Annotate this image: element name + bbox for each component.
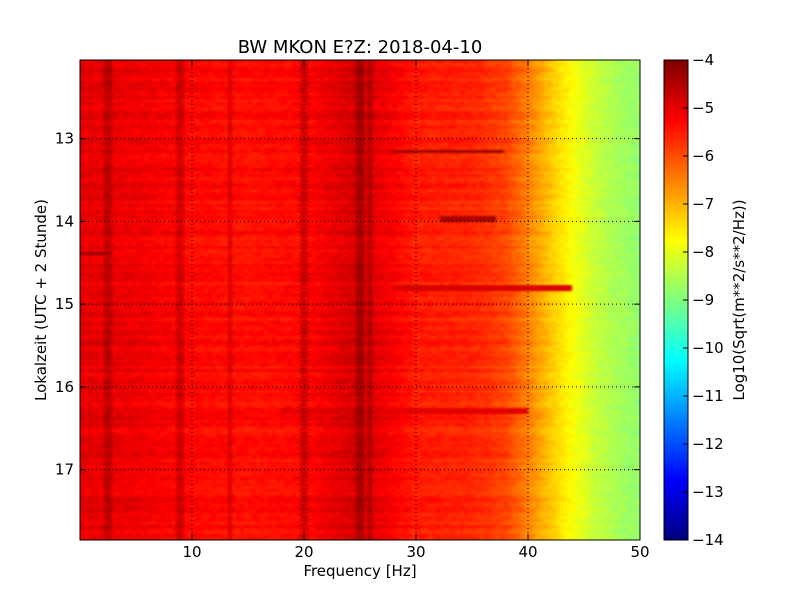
colorbar: −4 −5 −6 −7 −8 −9 −10 −11 −12 −13 −14 Log10(Sqrt(m… — [663, 51, 748, 549]
colorbar-tick-label: −10 — [692, 339, 724, 357]
colorbar-label: Log10(Sqrt(m**2/s**2/Hz)) — [730, 199, 748, 400]
x-tick-label: 20 — [294, 543, 313, 561]
y-tick-label: 15 — [55, 295, 74, 313]
colorbar-ticks: −4 −5 −6 −7 −8 −9 −10 −11 −12 −13 −14 — [683, 51, 724, 549]
chart-title: BW MKON E?Z: 2018-04-10 — [238, 37, 483, 58]
colorbar-tick-label: −6 — [692, 147, 714, 165]
colorbar-tick-label: −13 — [692, 483, 724, 501]
colorbar-tick-label: −14 — [692, 531, 724, 549]
y-tick-label: 14 — [55, 212, 74, 230]
x-tick-label: 30 — [406, 543, 425, 561]
grid-lines — [80, 60, 640, 540]
colorbar-tick-label: −12 — [692, 435, 724, 453]
x-tick-label: 50 — [630, 543, 649, 561]
y-tick-label: 17 — [55, 461, 74, 479]
colorbar-tick-label: −9 — [692, 291, 714, 309]
spectrogram-heatmap — [80, 60, 640, 540]
colorbar-tick-label: −5 — [692, 99, 714, 117]
y-tick-label: 16 — [55, 378, 74, 396]
x-tick-label: 40 — [518, 543, 537, 561]
colorbar-tick-label: −7 — [692, 195, 714, 213]
y-axis-ticks: 13 14 15 16 17 — [55, 130, 640, 479]
x-tick-label: 10 — [182, 543, 201, 561]
colorbar-tick-label: −4 — [692, 51, 714, 69]
heatmap-image — [80, 60, 640, 540]
plot-frame — [79, 59, 641, 541]
colorbar-tick-label: −11 — [692, 387, 724, 405]
y-tick-label: 13 — [55, 130, 74, 148]
x-axis-ticks: 10 20 30 40 50 — [182, 60, 650, 561]
colorbar-tick-label: −8 — [692, 243, 714, 261]
x-axis-label: Frequency [Hz] — [303, 562, 416, 580]
y-axis-label: Lokalzeit (UTC + 2 Stunde) — [32, 199, 50, 401]
